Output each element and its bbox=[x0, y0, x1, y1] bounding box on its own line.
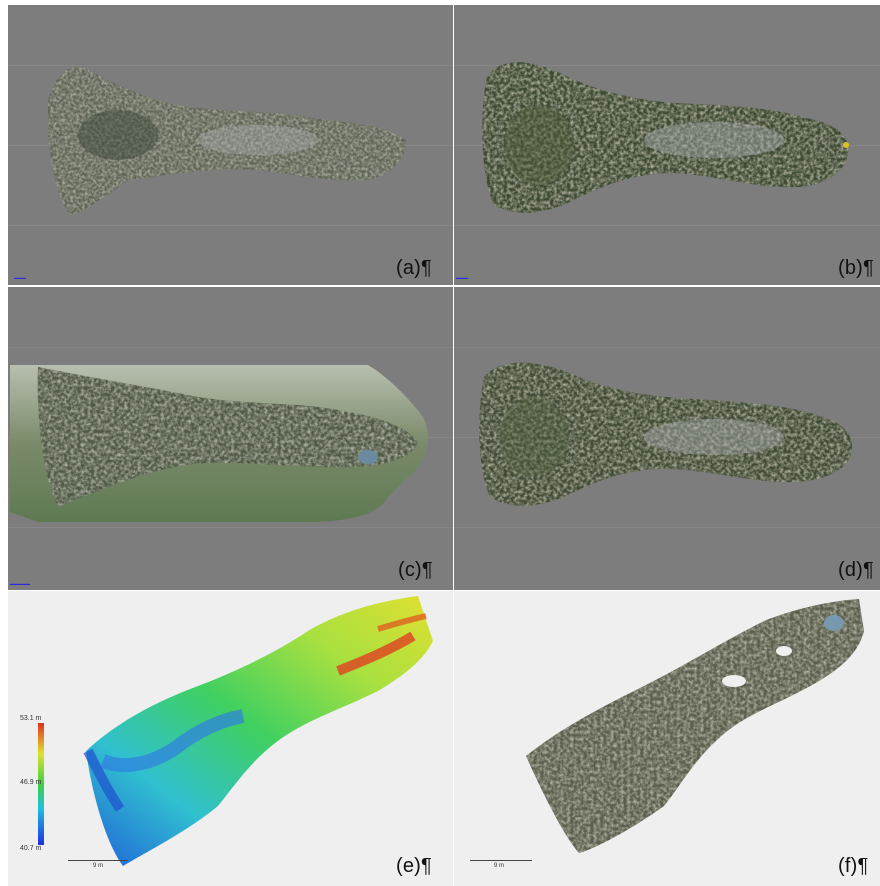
colorbar-min-label: 40.7 m bbox=[20, 845, 42, 852]
elevation-model-e bbox=[38, 596, 433, 866]
panel-label-e: (e)¶ bbox=[396, 855, 432, 877]
sparse-point-cloud-a bbox=[48, 67, 407, 215]
colorbar-max-label: 53.1 m bbox=[20, 715, 42, 722]
panel-label-f: (f)¶ bbox=[838, 855, 869, 877]
viewport-caption-c: ▬▬▬▬▬ bbox=[10, 581, 30, 586]
panel-f: 9 m (f)¶ bbox=[454, 591, 880, 886]
panel-b: (b)¶ ▬▬▬ bbox=[454, 5, 880, 285]
panel-label-a: (a)¶ bbox=[396, 257, 432, 279]
scale-bar-label-e: 9 m bbox=[93, 863, 104, 869]
panel-c: (c)¶ ▬▬▬▬▬ bbox=[8, 287, 453, 590]
orthomosaic-f bbox=[470, 599, 864, 861]
panel-label-d: (d)¶ bbox=[838, 559, 874, 581]
textured-mesh-c bbox=[10, 365, 428, 522]
panel-label-b: (b)¶ bbox=[838, 257, 874, 279]
textured-mesh-d bbox=[479, 362, 853, 506]
colorbar-mid-label: 46.9 m bbox=[20, 779, 42, 786]
panel-label-c: (c)¶ bbox=[398, 559, 433, 581]
colorbar bbox=[38, 723, 44, 845]
panel-a: (a)¶ ▬▬▬ bbox=[8, 5, 453, 285]
scale-bar-label-f: 9 m bbox=[494, 863, 505, 869]
viewport-caption-b: ▬▬▬ bbox=[456, 275, 468, 280]
panel-d: (d)¶ bbox=[454, 287, 880, 590]
panel-e: 53.1 m 46.9 m 40.7 m 9 m (e)¶ bbox=[8, 591, 453, 886]
viewport-caption-a: ▬▬▬ bbox=[14, 275, 26, 280]
dense-point-cloud-b bbox=[482, 62, 849, 213]
